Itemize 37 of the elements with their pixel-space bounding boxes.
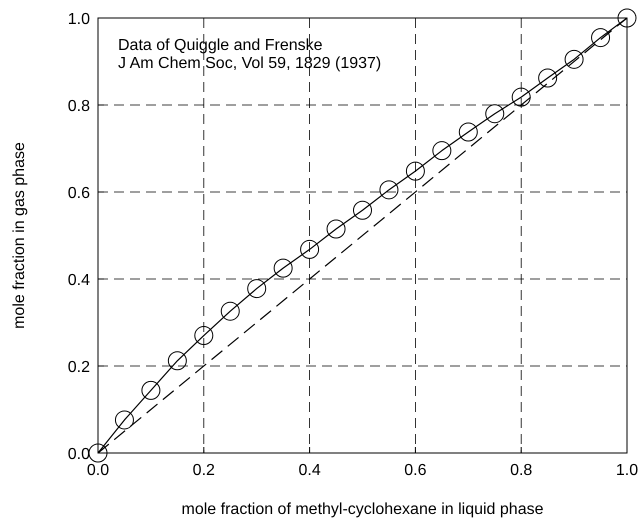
y-tick-label: 0.0 bbox=[68, 446, 90, 463]
point bbox=[591, 28, 610, 48]
point bbox=[88, 444, 108, 462]
point bbox=[141, 380, 160, 400]
y-tick-label: 0.2 bbox=[68, 359, 90, 376]
point bbox=[406, 162, 425, 181]
y-axis-title: mole fraction in gas phase bbox=[11, 142, 28, 329]
annotation: J Am Chem Soc, Vol 59, 1829 (1937) bbox=[118, 55, 382, 72]
y-tick-label: 0.8 bbox=[68, 98, 90, 115]
point bbox=[114, 410, 134, 430]
point bbox=[458, 122, 478, 142]
point bbox=[379, 180, 398, 200]
x-tick-label: 0.2 bbox=[192, 462, 216, 479]
point bbox=[485, 104, 504, 124]
y-tick-label: 0.6 bbox=[68, 185, 90, 202]
point bbox=[538, 68, 558, 88]
point bbox=[168, 351, 187, 370]
annotation: Data of Quiggle and Frenske bbox=[118, 37, 323, 54]
point bbox=[220, 302, 240, 321]
point bbox=[512, 88, 531, 107]
x-tick-label: 0.8 bbox=[510, 462, 532, 479]
point bbox=[300, 240, 320, 259]
x-tick-label: 0.6 bbox=[404, 462, 427, 479]
x-tick-label: 0.4 bbox=[298, 462, 321, 479]
x-tick-label: 0.0 bbox=[86, 462, 110, 479]
point bbox=[432, 141, 452, 160]
point bbox=[247, 279, 266, 298]
x-tick-label: 1.0 bbox=[616, 462, 638, 479]
point bbox=[194, 326, 214, 346]
x-axis-title: mole fraction of methyl-cyclohexane in liquid phase bbox=[182, 501, 544, 518]
point bbox=[326, 219, 346, 238]
point bbox=[564, 50, 584, 69]
y-tick-label: 1.0 bbox=[68, 11, 90, 28]
point bbox=[353, 200, 372, 220]
point bbox=[274, 258, 293, 278]
point bbox=[618, 8, 636, 28]
y-tick-label: 0.4 bbox=[68, 272, 90, 289]
